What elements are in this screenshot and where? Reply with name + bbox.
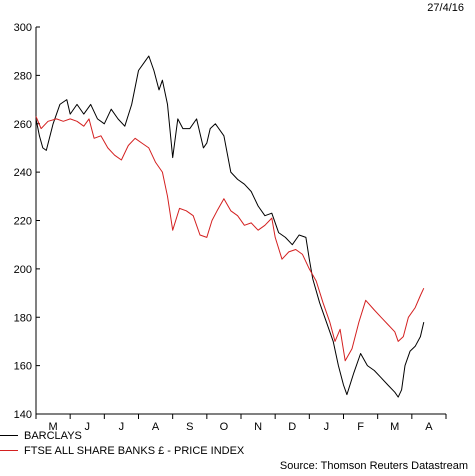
x-tick-label: A <box>152 421 160 433</box>
date-label: 27/4/16 <box>427 2 464 14</box>
series-layer <box>35 55 425 398</box>
x-tick-label: O <box>220 421 229 433</box>
y-tick-label: 240 <box>14 167 32 179</box>
y-tick-label: 140 <box>14 409 32 421</box>
y-tick-label: 300 <box>14 22 32 34</box>
y-tick-label: 260 <box>14 119 32 131</box>
legend: BARCLAYS FTSE ALL SHARE BANKS £ - PRICE … <box>0 428 244 458</box>
y-tick-label: 200 <box>14 264 32 276</box>
x-tick-label: J <box>119 421 125 433</box>
y-tick-label: 280 <box>14 70 32 82</box>
legend-label-barclays: BARCLAYS <box>24 429 82 442</box>
legend-label-ftse-banks: FTSE ALL SHARE BANKS £ - PRICE INDEX <box>24 444 245 457</box>
x-tick-label: N <box>254 421 262 433</box>
y-tick-label: 220 <box>14 216 32 228</box>
source-note: Source: Thomson Reuters Datastream <box>279 460 468 472</box>
y-tick-label: 160 <box>14 361 32 373</box>
series-line-barclays <box>35 55 425 398</box>
y-tick-label: 180 <box>14 312 32 324</box>
x-tick-label: S <box>186 421 193 433</box>
series-line-ftse-banks <box>35 116 425 362</box>
legend-item-ftse-banks: FTSE ALL SHARE BANKS £ - PRICE INDEX <box>0 443 244 458</box>
x-tick-label: F <box>357 421 364 433</box>
legend-swatch-ftse-banks <box>0 450 18 451</box>
x-tick-label: M <box>390 421 399 433</box>
x-tick-label: M <box>48 421 57 433</box>
x-tick-label: A <box>425 421 433 433</box>
x-tick-label: J <box>324 421 330 433</box>
x-tick-label: J <box>85 421 91 433</box>
legend-swatch-barclays <box>0 435 18 436</box>
legend-item-barclays: BARCLAYS <box>0 428 244 443</box>
x-tick-label: D <box>288 421 296 433</box>
chart-axes: 140 160 180 200 220 240 260 280 300 M J J A S O N D J F M A <box>14 22 447 433</box>
